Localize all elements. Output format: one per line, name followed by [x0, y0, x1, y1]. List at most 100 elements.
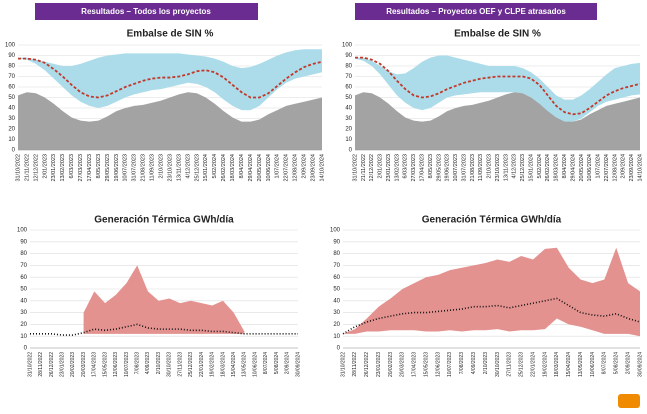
x-tick-label: 27/03/2023 — [78, 154, 84, 182]
band — [343, 247, 640, 337]
x-tick-label: 7/08/2023 — [135, 352, 141, 374]
x-tick-label: 8/04/2024 — [239, 154, 245, 178]
x-tick-label: 18/03/2024 — [220, 352, 226, 377]
x-tick-label: 30/10/2023 — [495, 352, 501, 377]
x-tick-label: 19/02/2024 — [542, 352, 548, 377]
band — [83, 265, 245, 334]
x-tick-label: 23/01/2023 — [51, 154, 57, 182]
x-tick-label: 14/10/2024 — [319, 154, 325, 182]
x-tick-label: 7/08/2023 — [459, 352, 465, 374]
chart-title: Embalse de SIN % — [454, 29, 541, 40]
y-tick-label: 80 — [20, 251, 27, 257]
chart-title: Embalse de SIN % — [127, 29, 214, 40]
x-tick-label: 5/08/2024 — [614, 352, 620, 374]
x-tick-label: 2/09/2024 — [621, 154, 627, 178]
line — [355, 56, 641, 116]
x-tick-label: 19/06/2023 — [114, 154, 120, 182]
y-tick-label: 40 — [8, 106, 15, 112]
x-tick-label: 12/06/2023 — [435, 352, 441, 377]
x-tick-label: 15/01/2024 — [528, 154, 534, 182]
x-tick-label: 11/09/2023 — [478, 154, 484, 181]
y-tick-label: 0 — [349, 148, 353, 154]
y-tick-label: 70 — [345, 74, 352, 80]
y-tick-label: 70 — [20, 263, 27, 269]
y-tick-label: 40 — [333, 298, 340, 304]
x-tick-label: 12/08/2024 — [612, 154, 618, 182]
x-tick-label: 22/01/2024 — [199, 352, 205, 377]
x-tick-label: 19/02/2024 — [210, 352, 216, 377]
x-tick-label: 14/10/2024 — [637, 154, 643, 182]
x-tick-label: 22/07/2024 — [604, 154, 610, 182]
y-tick-label: 50 — [333, 287, 340, 293]
x-tick-label: 23/10/2023 — [167, 154, 173, 182]
x-tick-label: 10/07/2023 — [447, 352, 453, 377]
y-tick-label: 90 — [20, 239, 27, 245]
x-tick-label: 12/06/2023 — [113, 352, 119, 377]
x-tick-label: 2/10/2023 — [483, 352, 489, 374]
y-tick-label: 100 — [330, 228, 341, 234]
x-tick-label: 21/08/2023 — [141, 154, 147, 182]
x-tick-label: 23/10/2023 — [495, 154, 501, 182]
x-tick-label: 15/04/2024 — [566, 352, 572, 377]
y-tick-label: 20 — [8, 127, 15, 133]
x-tick-label: 4/12/2023 — [512, 154, 518, 178]
x-tick-label: 10/06/2024 — [587, 154, 593, 182]
x-tick-label: 25/12/2023 — [188, 352, 194, 377]
y-tick-label: 60 — [8, 85, 15, 91]
x-tick-label: 12/08/2024 — [293, 154, 299, 182]
x-tick-label: 13/05/2024 — [242, 352, 248, 377]
x-tick-label: 2/10/2023 — [159, 154, 165, 178]
area — [355, 92, 640, 150]
x-tick-label: 20/02/2023 — [70, 352, 76, 377]
x-tick-label: 23/09/2024 — [629, 154, 635, 182]
x-tick-label: 26/12/2022 — [364, 352, 370, 377]
y-tick-label: 90 — [8, 53, 15, 59]
x-tick-label: 8/04/2024 — [562, 154, 568, 178]
y-tick-label: 40 — [345, 106, 352, 112]
x-tick-label: 26/02/2024 — [221, 154, 227, 182]
y-tick-label: 60 — [20, 275, 27, 281]
x-tick-label: 18/03/2024 — [230, 154, 236, 182]
x-tick-label: 1/07/2024 — [596, 154, 602, 178]
y-tick-label: 30 — [20, 310, 27, 316]
line — [30, 323, 298, 336]
x-tick-label: 4/09/2023 — [471, 352, 477, 374]
x-tick-label: 30/10/2023 — [167, 352, 173, 377]
x-tick-label: 2/01/2023 — [378, 154, 384, 178]
x-tick-label: 28/11/2022 — [352, 352, 358, 377]
x-tick-label: 10/06/2024 — [266, 154, 272, 182]
x-tick-label: 29/05/2023 — [436, 154, 442, 182]
x-tick-label: 2/09/2024 — [302, 154, 308, 178]
x-tick-label: 8/07/2024 — [263, 352, 269, 374]
x-tick-label: 29/04/2024 — [570, 154, 576, 182]
x-tick-label: 5/02/2024 — [537, 154, 543, 178]
y-tick-label: 80 — [8, 64, 15, 70]
x-tick-label: 11/09/2023 — [150, 154, 156, 181]
x-tick-label: 26/02/2024 — [545, 154, 551, 182]
y-tick-label: 50 — [20, 287, 27, 293]
y-tick-label: 20 — [20, 322, 27, 328]
x-tick-label: 6/03/2023 — [69, 154, 75, 178]
x-tick-label: 23/01/2023 — [376, 352, 382, 377]
y-tick-label: 80 — [333, 251, 340, 257]
y-tick-label: 50 — [345, 95, 352, 101]
x-tick-label: 10/07/2023 — [123, 154, 129, 182]
header-title: Resultados – Todos los proyectos — [81, 7, 211, 16]
x-tick-label: 31/10/2022 — [340, 352, 346, 377]
line — [18, 57, 323, 99]
x-tick-label: 13/02/2023 — [60, 154, 66, 182]
y-tick-label: 30 — [8, 116, 15, 122]
x-tick-label: 5/02/2024 — [212, 154, 218, 178]
x-tick-label: 31/07/2023 — [132, 154, 138, 182]
y-tick-label: 20 — [345, 127, 352, 133]
y-tick-label: 0 — [12, 148, 16, 154]
x-tick-label: 2/09/2024 — [285, 352, 291, 374]
x-tick-label: 10/06/2024 — [590, 352, 596, 377]
x-tick-label: 2/09/2024 — [625, 352, 631, 374]
y-tick-label: 0 — [337, 346, 341, 352]
x-tick-label: 20/03/2023 — [400, 352, 406, 377]
x-tick-label: 27/03/2023 — [411, 154, 417, 182]
x-tick-label: 4/12/2023 — [185, 154, 191, 178]
x-tick-label: 15/04/2024 — [231, 352, 237, 377]
band — [355, 55, 640, 123]
